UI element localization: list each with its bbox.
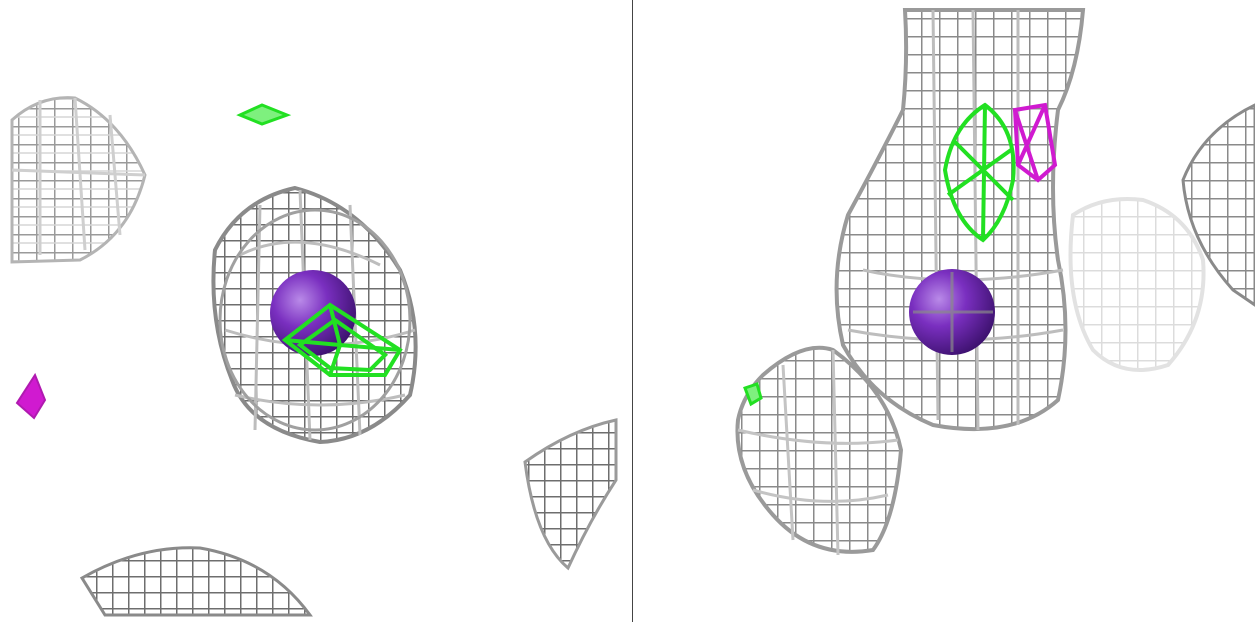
green-difference-density: [743, 382, 763, 407]
magenta-difference-density: [1012, 102, 1058, 183]
green-difference-density: [281, 302, 403, 377]
grey-density-mesh: [10, 96, 147, 264]
grey-density-mesh: [1181, 103, 1255, 307]
green-difference-density: [236, 103, 292, 126]
grey-density-mesh: [834, 8, 1086, 432]
grey-density-mesh: [523, 418, 618, 571]
grey-density-mesh: [79, 546, 313, 617]
green-difference-density: [942, 102, 1016, 243]
panel-divider[interactable]: [632, 0, 633, 622]
magenta-difference-density: [15, 372, 47, 420]
right-view-panel[interactable]: [633, 0, 1255, 622]
grey-density-mesh: [1068, 197, 1206, 372]
grey-density-mesh: [735, 345, 904, 556]
right-molecular-view[interactable]: [633, 0, 1255, 622]
left-view-panel[interactable]: [0, 0, 632, 622]
left-molecular-view[interactable]: [0, 0, 632, 622]
